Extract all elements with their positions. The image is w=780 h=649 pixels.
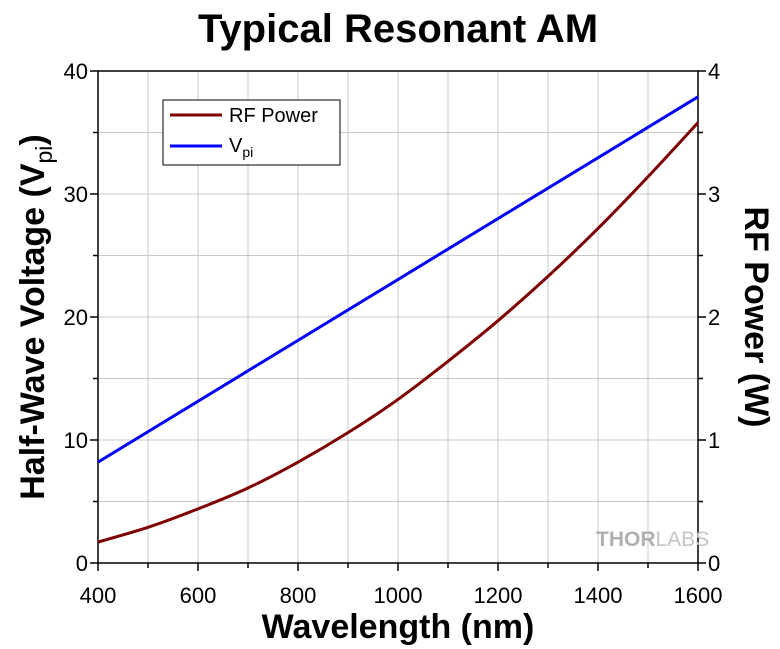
y-axis-title-left: Half-Wave Voltage (Vpi) (14, 134, 57, 500)
legend-label-vpi-sub: pi (242, 144, 253, 160)
chart-title: Typical Resonant AM (198, 7, 598, 51)
legend: RF Power Vpi (162, 99, 341, 166)
y-axis-title-left-main: Half-Wave Voltage (V (14, 163, 52, 500)
x-tick-label: 1200 (474, 583, 523, 608)
y-tick-label-right: 0 (708, 551, 720, 576)
legend-label-rf-power: RF Power (229, 105, 318, 127)
x-tick-label: 1400 (574, 583, 623, 608)
y-tick-label-right: 4 (708, 59, 720, 84)
y-axis-title-left-end: ) (14, 134, 52, 145)
y-tick-label-right: 3 (708, 182, 720, 207)
y-tick-label-left: 30 (64, 182, 88, 207)
y-axis-title-right: RF Power (W) (737, 207, 775, 428)
thorlabs-watermark: THORLABS (596, 528, 709, 551)
x-tick-label: 800 (280, 583, 317, 608)
x-axis-title: Wavelength (nm) (262, 608, 535, 646)
x-tick-label: 1000 (374, 583, 423, 608)
x-tick-label: 1600 (674, 583, 723, 608)
svg-text:THORLABS: THORLABS (596, 528, 709, 551)
y-tick-label-left: 40 (64, 59, 88, 84)
y-tick-label-left: 0 (76, 551, 88, 576)
series-line-vpi (97, 95, 699, 464)
series-group (97, 95, 700, 544)
y-tick-label-right: 1 (708, 428, 720, 453)
x-tick-label: 600 (180, 583, 217, 608)
y-tick-label-left: 20 (64, 305, 88, 330)
legend-label-vpi-base: V (229, 135, 243, 157)
watermark-light: LABS (656, 528, 710, 551)
grid-lines (98, 71, 698, 563)
y-tick-label-right: 2 (708, 305, 720, 330)
axis-ticks (90, 70, 706, 571)
y-axis-title-left-sub: pi (31, 146, 57, 164)
x-tick-label: 400 (80, 583, 117, 608)
legend-label-vpi: Vpi (229, 135, 253, 160)
legend-box (162, 99, 341, 166)
watermark-bold: THOR (596, 528, 656, 551)
series-line-rf-power (97, 121, 700, 544)
y-tick-label-left: 10 (64, 428, 88, 453)
